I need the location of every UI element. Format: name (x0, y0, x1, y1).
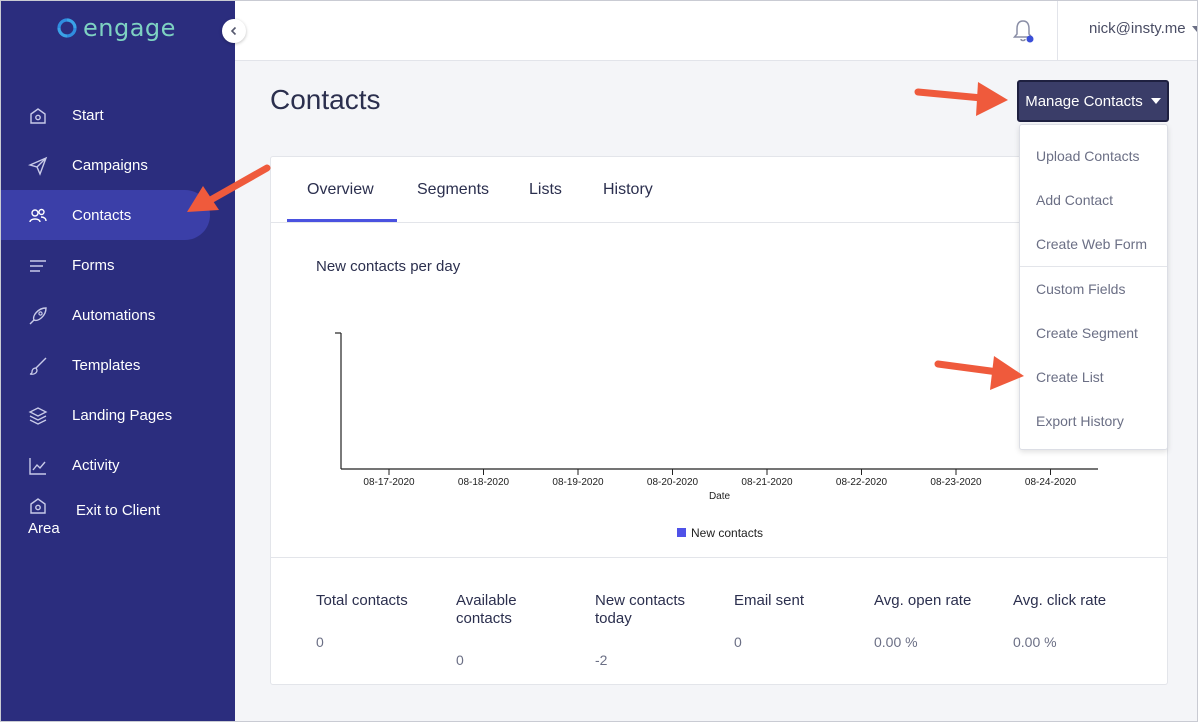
sidebar-item-label: Landing Pages (72, 406, 173, 424)
home-icon (30, 498, 46, 514)
sidebar-item-label-line2: Area (28, 520, 60, 537)
user-menu[interactable]: nick@insty.me (1089, 20, 1198, 37)
stat-label-available-contacts: Available contacts (456, 592, 517, 627)
stat-value-avg-open-rate: 0.00 % (874, 634, 918, 650)
sidebar-nav: Start Campaigns Contacts Forms Automatio… (0, 90, 235, 550)
collapse-sidebar-button[interactable] (222, 19, 246, 43)
paper-plane-icon (28, 156, 48, 176)
x-tick-label: 08-22-2020 (836, 477, 888, 488)
line-chart-icon (29, 458, 46, 475)
x-tick-label: 08-18-2020 (458, 477, 510, 488)
logo[interactable]: engage (57, 14, 176, 42)
menu-divider (1020, 266, 1167, 267)
stat-value-email-sent: 0 (734, 634, 742, 650)
manage-contacts-button[interactable]: Manage Contacts (1017, 80, 1169, 122)
x-tick-label: 08-23-2020 (930, 477, 982, 488)
sidebar: engage Start Campaigns Contacts Forms Au… (0, 0, 235, 722)
stat-value-total-contacts: 0 (316, 634, 324, 650)
legend-swatch (677, 528, 686, 537)
menu-item-create-web-form[interactable]: Create Web Form (1036, 236, 1147, 252)
brush-icon (29, 357, 47, 375)
sidebar-item-label: Forms (72, 256, 115, 274)
stat-value-available-contacts: 0 (456, 652, 464, 668)
x-tick-label: 08-20-2020 (647, 477, 699, 488)
layers-icon (28, 407, 48, 425)
tab-lists[interactable]: Lists (529, 181, 562, 198)
menu-item-create-list[interactable]: Create List (1036, 369, 1104, 385)
annotation-arrow-manage-contacts (914, 82, 1008, 116)
home-icon (30, 108, 46, 124)
menu-item-create-segment[interactable]: Create Segment (1036, 325, 1138, 341)
manage-contacts-label: Manage Contacts (1025, 92, 1143, 110)
user-email: nick@insty.me (1089, 20, 1186, 37)
sidebar-item-start[interactable]: Start (0, 90, 235, 140)
new-contacts-chart: 08-17-2020 08-18-2020 08-19-2020 08-20-2020… (335, 332, 1098, 540)
sidebar-item-exit-to-client-area[interactable]: Exit to Client Area (0, 490, 235, 550)
sidebar-item-label: Campaigns (72, 156, 148, 174)
page-title: Contacts (270, 84, 381, 115)
brand-name: engage (83, 14, 176, 42)
sidebar-item-label: Exit to Client (76, 502, 161, 519)
x-tick-label: 08-24-2020 (1025, 477, 1077, 488)
sidebar-item-contacts[interactable]: Contacts (0, 190, 210, 240)
annotation-arrow-contacts (187, 164, 271, 212)
stat-label-email-sent: Email sent (734, 592, 805, 609)
topbar-divider (1057, 0, 1058, 60)
sidebar-item-label: Start (72, 106, 104, 124)
stat-label-avg-click-rate: Avg. click rate (1013, 592, 1107, 609)
tab-overview[interactable]: Overview (307, 181, 374, 198)
tab-history[interactable]: History (603, 181, 653, 198)
x-tick-label: 08-21-2020 (741, 477, 793, 488)
caret-down-icon (1150, 98, 1161, 104)
stat-label-total-contacts: Total contacts (316, 592, 408, 609)
manage-contacts-dropdown: Upload Contacts Add Contact Create Web F… (1019, 124, 1168, 450)
card-divider (271, 557, 1167, 558)
tab-segments[interactable]: Segments (417, 181, 490, 198)
x-axis-label: Date (709, 491, 731, 502)
sidebar-item-landing-pages[interactable]: Landing Pages (0, 390, 235, 440)
chevron-left-icon (230, 26, 237, 36)
x-tick-label: 08-17-2020 (363, 477, 415, 488)
caret-down-icon (1191, 25, 1198, 32)
sidebar-item-label: Automations (72, 306, 156, 324)
engage-logo-icon (57, 18, 77, 38)
sidebar-item-automations[interactable]: Automations (0, 290, 235, 340)
stat-label-new-contacts-today: New contacts today (595, 592, 686, 627)
menu-item-add-contact[interactable]: Add Contact (1036, 192, 1114, 208)
sidebar-item-templates[interactable]: Templates (0, 340, 235, 390)
sidebar-item-campaigns[interactable]: Campaigns (0, 140, 235, 190)
tabs-divider (271, 222, 1167, 223)
list-lines-icon (30, 260, 46, 272)
menu-item-custom-fields[interactable]: Custom Fields (1036, 281, 1126, 297)
top-bar: nick@insty.me (235, 0, 1198, 61)
rocket-icon (29, 307, 47, 325)
x-tick-label: 08-19-2020 (552, 477, 604, 488)
sidebar-item-label: Contacts (72, 206, 132, 224)
sidebar-item-label: Templates (72, 356, 141, 374)
stat-label-avg-open-rate: Avg. open rate (874, 592, 972, 609)
stat-value-new-contacts-today: -2 (595, 652, 608, 668)
users-icon (29, 208, 47, 223)
contacts-overview-card: Overview Segments Lists History New cont… (270, 156, 1168, 685)
notification-bell-icon[interactable] (1011, 18, 1035, 44)
stat-value-avg-click-rate: 0.00 % (1013, 634, 1057, 650)
chart-title: New contacts per day (316, 258, 461, 275)
annotation-arrow-create-list (934, 356, 1024, 390)
sidebar-item-activity[interactable]: Activity (0, 440, 235, 490)
menu-item-export-history[interactable]: Export History (1036, 413, 1124, 429)
legend-label: New contacts (691, 526, 763, 540)
active-tab-indicator (287, 219, 397, 222)
menu-item-upload-contacts[interactable]: Upload Contacts (1036, 148, 1140, 164)
sidebar-item-forms[interactable]: Forms (0, 240, 235, 290)
sidebar-item-label: Activity (72, 456, 120, 474)
